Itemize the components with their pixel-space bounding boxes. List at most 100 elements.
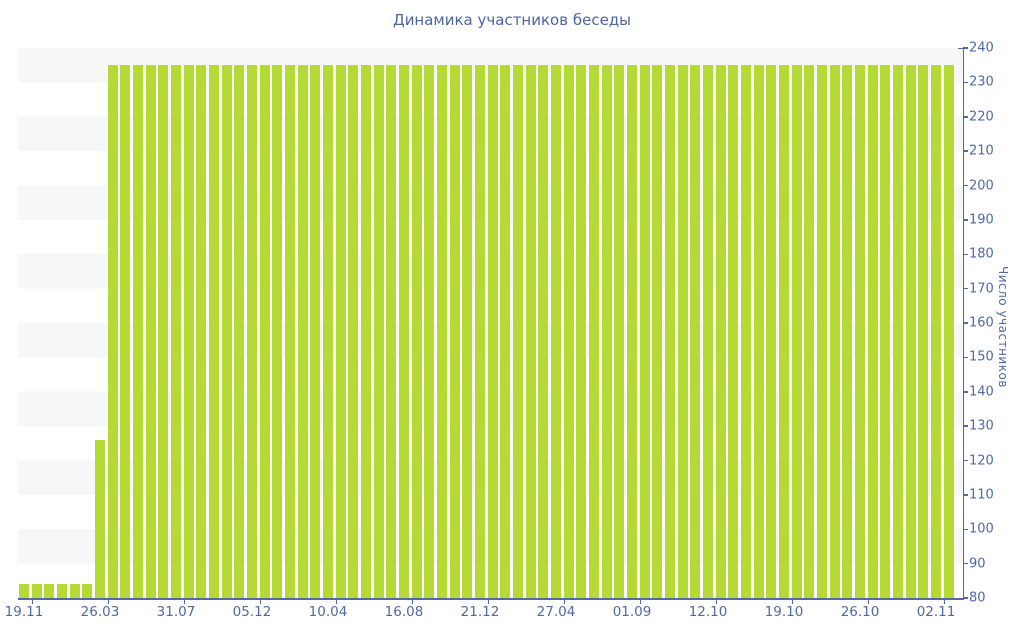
- bar[interactable]: [563, 65, 574, 598]
- bar[interactable]: [272, 65, 283, 598]
- bar[interactable]: [297, 65, 308, 598]
- bar[interactable]: [487, 65, 498, 598]
- y-tick-label: 130: [969, 418, 994, 434]
- bar[interactable]: [373, 65, 384, 598]
- bar[interactable]: [639, 65, 650, 598]
- y-tick: [963, 81, 968, 84]
- y-tick-label: 230: [969, 74, 994, 90]
- bar[interactable]: [44, 584, 55, 598]
- bar[interactable]: [246, 65, 258, 598]
- bar[interactable]: [31, 584, 42, 598]
- bar[interactable]: [854, 65, 866, 598]
- bar[interactable]: [525, 65, 536, 598]
- bar[interactable]: [56, 584, 68, 598]
- bar[interactable]: [576, 65, 587, 598]
- bar[interactable]: [728, 65, 739, 598]
- y-tick-label: 150: [969, 349, 994, 365]
- y-tick: [963, 253, 968, 255]
- bar[interactable]: [905, 65, 916, 598]
- x-tick: [31, 599, 34, 604]
- bar[interactable]: [196, 65, 207, 598]
- bar[interactable]: [601, 65, 612, 598]
- bar[interactable]: [259, 65, 270, 598]
- bar[interactable]: [842, 65, 853, 598]
- bar[interactable]: [335, 65, 346, 598]
- bar[interactable]: [183, 65, 194, 598]
- bar[interactable]: [398, 65, 410, 598]
- bar[interactable]: [436, 65, 448, 598]
- bar[interactable]: [626, 65, 638, 598]
- bar[interactable]: [145, 65, 156, 598]
- x-tick: [411, 599, 414, 604]
- bar[interactable]: [867, 65, 878, 598]
- bar[interactable]: [120, 65, 131, 598]
- bar[interactable]: [82, 584, 93, 598]
- y-tick-label: 220: [969, 109, 994, 125]
- bar[interactable]: [170, 65, 182, 598]
- bar[interactable]: [474, 65, 486, 598]
- bar[interactable]: [652, 65, 663, 598]
- bar[interactable]: [360, 65, 372, 598]
- bar[interactable]: [386, 65, 397, 598]
- bar[interactable]: [816, 65, 828, 598]
- x-tick: [335, 599, 338, 604]
- y-tick: [963, 459, 968, 462]
- bar[interactable]: [94, 439, 106, 598]
- bar[interactable]: [702, 65, 714, 598]
- bar[interactable]: [512, 65, 524, 598]
- x-tick-label: 10.04: [308, 604, 348, 620]
- bar[interactable]: [18, 584, 30, 598]
- bar[interactable]: [614, 65, 625, 598]
- bar[interactable]: [158, 65, 169, 598]
- y-tick: [963, 356, 968, 359]
- bar[interactable]: [690, 65, 701, 598]
- bar[interactable]: [348, 65, 359, 598]
- bar[interactable]: [462, 65, 473, 598]
- bar[interactable]: [664, 65, 676, 598]
- y-tick: [963, 287, 968, 290]
- x-tick-label: 12.10: [688, 604, 728, 620]
- x-axis-line: [18, 597, 964, 600]
- y-tick: [963, 219, 968, 221]
- bar[interactable]: [943, 65, 954, 598]
- bar[interactable]: [753, 65, 764, 598]
- bar[interactable]: [322, 65, 334, 598]
- bar[interactable]: [107, 65, 118, 598]
- bar[interactable]: [538, 65, 549, 598]
- chart-title: Динамика участников беседы: [392, 11, 632, 29]
- bar[interactable]: [740, 65, 752, 598]
- bar[interactable]: [411, 65, 422, 598]
- y-tick: [963, 47, 968, 49]
- bar[interactable]: [234, 65, 245, 598]
- bar[interactable]: [715, 65, 726, 598]
- bar[interactable]: [449, 65, 460, 598]
- bar[interactable]: [500, 65, 511, 598]
- y-axis-top-cap: [958, 47, 963, 49]
- bar[interactable]: [677, 65, 688, 598]
- y-tick: [963, 150, 968, 152]
- bar[interactable]: [208, 65, 220, 598]
- bar[interactable]: [880, 65, 891, 598]
- bar[interactable]: [804, 65, 815, 598]
- bar[interactable]: [424, 65, 435, 598]
- y-tick: [963, 528, 968, 530]
- bar[interactable]: [284, 65, 296, 598]
- x-tick: [867, 599, 870, 604]
- bar[interactable]: [918, 65, 929, 598]
- bar[interactable]: [930, 65, 942, 598]
- bar[interactable]: [221, 65, 232, 598]
- bar[interactable]: [766, 65, 777, 598]
- bar[interactable]: [132, 65, 144, 598]
- bar[interactable]: [550, 65, 562, 598]
- y-tick: [963, 322, 968, 324]
- y-tick: [963, 425, 968, 427]
- bar[interactable]: [892, 65, 904, 598]
- x-tick: [487, 599, 490, 604]
- bar[interactable]: [69, 584, 80, 598]
- bar[interactable]: [829, 65, 840, 598]
- y-tick-label: 80: [969, 590, 986, 606]
- bar[interactable]: [588, 65, 600, 598]
- bar[interactable]: [791, 65, 802, 598]
- bar[interactable]: [778, 65, 790, 598]
- bar[interactable]: [310, 65, 321, 598]
